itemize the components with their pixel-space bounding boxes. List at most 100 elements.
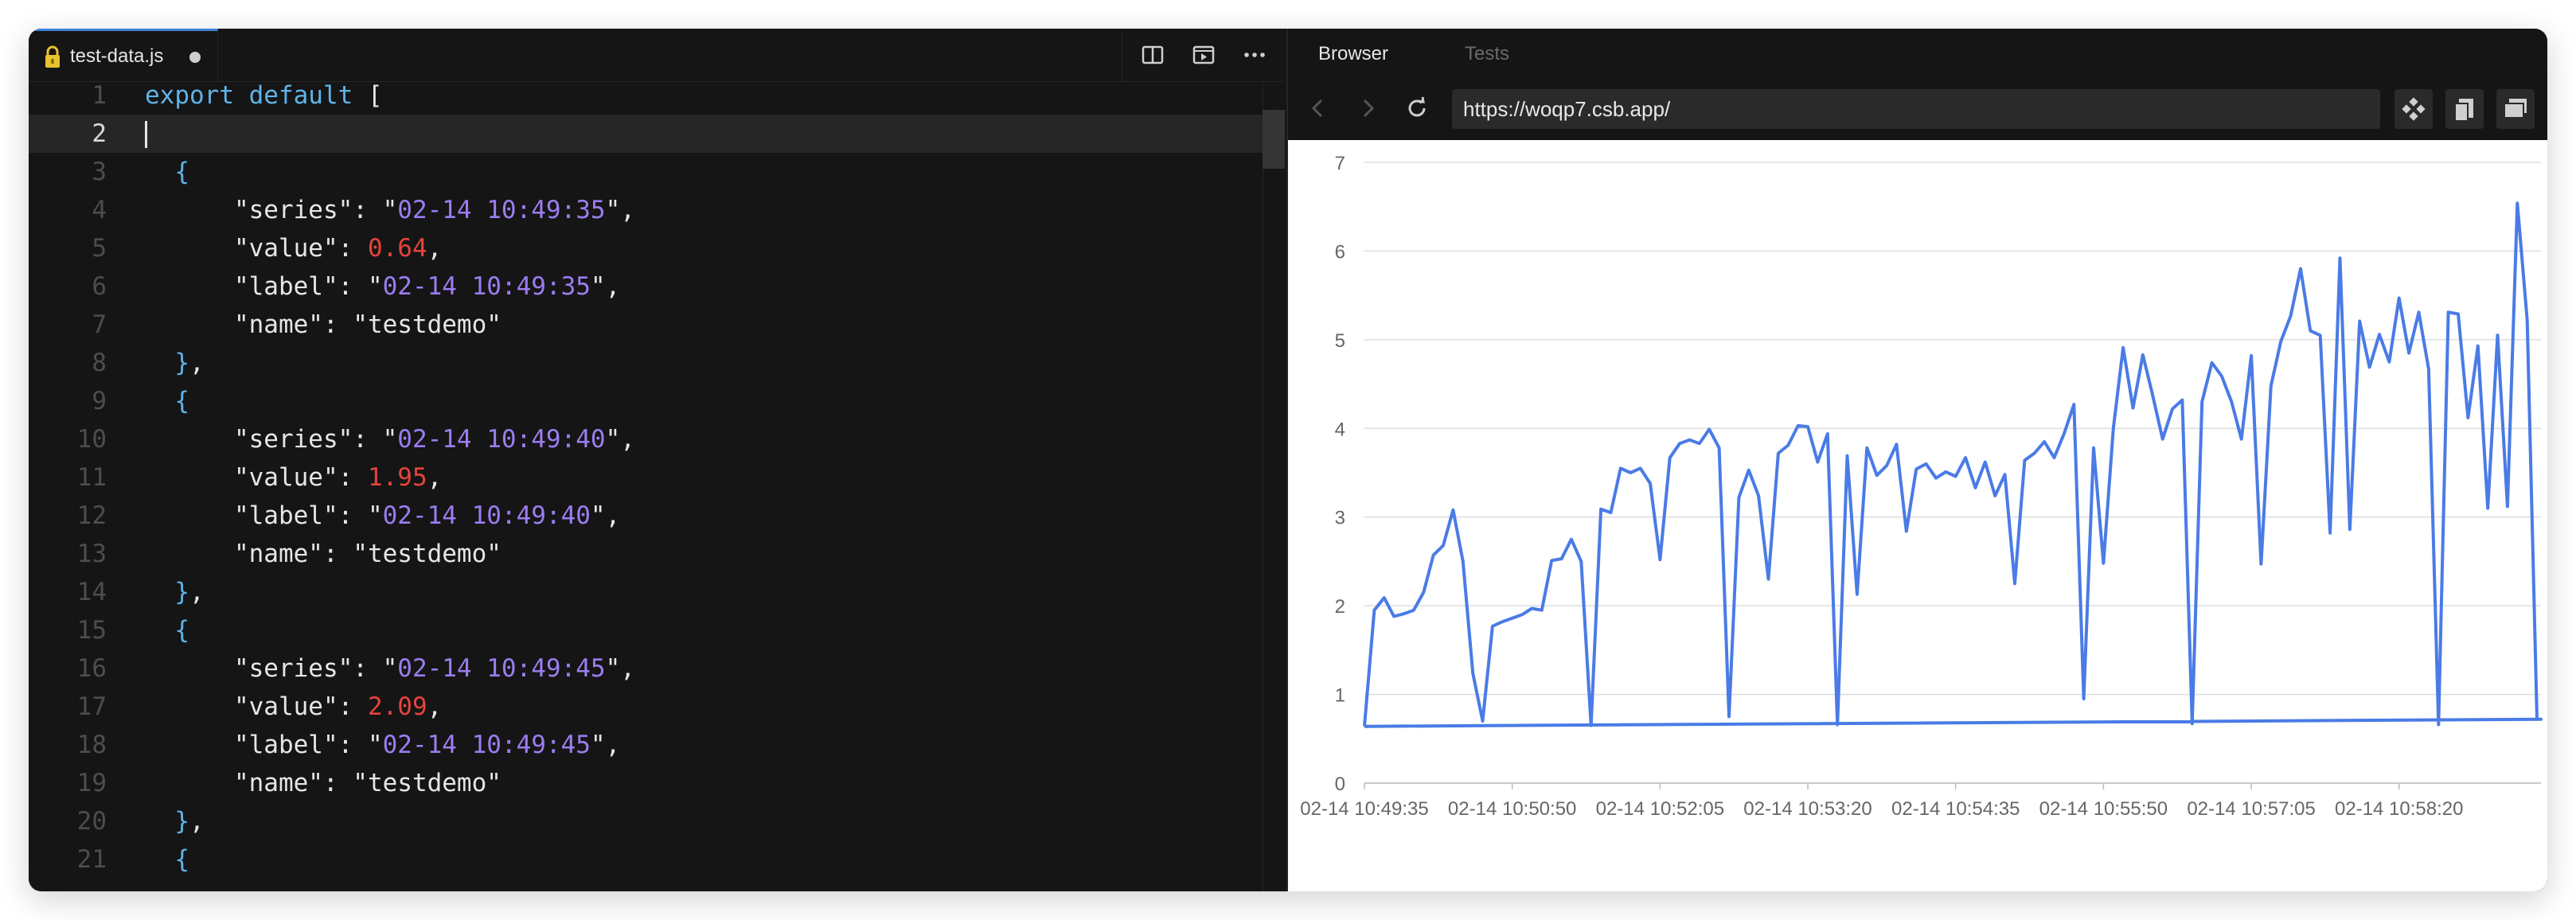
code-text: export default [ bbox=[145, 81, 383, 115]
code-line[interactable]: 15 { bbox=[29, 611, 1267, 649]
code-line[interactable]: 2 bbox=[29, 115, 1267, 153]
code-line[interactable]: 12 "label": "02-14 10:49:40", bbox=[29, 497, 1267, 535]
y-tick-label: 0 bbox=[1335, 774, 1345, 795]
y-tick-label: 2 bbox=[1335, 596, 1345, 618]
line-number: 7 bbox=[92, 310, 107, 339]
line-number: 20 bbox=[76, 807, 107, 836]
code-token: "series": " bbox=[145, 654, 398, 683]
code-token bbox=[145, 616, 174, 645]
code-line[interactable]: 6 "label": "02-14 10:49:35", bbox=[29, 267, 1267, 306]
editor-actions bbox=[1122, 29, 1285, 81]
code-text: "label": "02-14 10:49:35", bbox=[145, 267, 620, 306]
line-number: 12 bbox=[76, 501, 107, 530]
editor-tab-bar: test-data.js bbox=[29, 29, 1285, 82]
unsaved-dot-icon[interactable] bbox=[189, 52, 201, 63]
browser-viewport[interactable]: 0 1 2 3 4 5 6 7 02-14 10:49:35 02-14 10:50:50 02-1… bbox=[1288, 140, 2547, 891]
code-token: , bbox=[189, 578, 205, 606]
code-text: "label": "02-14 10:49:40", bbox=[145, 497, 620, 535]
code-line[interactable]: 3 { bbox=[29, 153, 1267, 191]
code-token: } bbox=[174, 349, 189, 377]
code-token: { bbox=[174, 387, 189, 415]
code-text: "value": 2.09, bbox=[145, 688, 442, 726]
code-line[interactable]: 18 "label": "02-14 10:49:45", bbox=[29, 726, 1267, 764]
code-token: , bbox=[189, 807, 205, 836]
line-number: 5 bbox=[92, 234, 107, 263]
more-actions-icon[interactable] bbox=[1243, 45, 1266, 65]
code-line[interactable]: 19 "name": "testdemo" bbox=[29, 764, 1267, 802]
y-tick-label: 6 bbox=[1335, 241, 1345, 263]
file-tab[interactable]: test-data.js bbox=[29, 29, 218, 81]
tab-tests[interactable]: Tests bbox=[1465, 43, 1510, 64]
code-text: { bbox=[145, 611, 189, 649]
code-token: "name": "testdemo" bbox=[145, 769, 502, 797]
open-window-icon[interactable] bbox=[2496, 89, 2535, 129]
code-text: "series": "02-14 10:49:35", bbox=[145, 191, 635, 229]
x-tick-label: 02-14 10:52:05 bbox=[1596, 798, 1724, 820]
tab-browser[interactable]: Browser bbox=[1318, 43, 1389, 64]
scrollbar-track[interactable] bbox=[1263, 81, 1285, 891]
code-token bbox=[145, 158, 174, 186]
code-token: , bbox=[427, 692, 443, 721]
code-line[interactable]: 17 "value": 2.09, bbox=[29, 688, 1267, 726]
code-text: "name": "testdemo" bbox=[145, 535, 502, 573]
code-token: "label": " bbox=[145, 731, 383, 759]
code-line[interactable]: 5 "value": 0.64, bbox=[29, 229, 1267, 267]
code-token bbox=[145, 845, 174, 874]
code-line[interactable]: 9 { bbox=[29, 382, 1267, 420]
code-line[interactable]: 8 }, bbox=[29, 344, 1267, 382]
code-token: "label": " bbox=[145, 501, 383, 530]
code-line[interactable]: 20 }, bbox=[29, 802, 1267, 840]
code-text: { bbox=[145, 382, 189, 420]
code-token: , bbox=[189, 349, 205, 377]
code-line[interactable]: 7 "name": "testdemo" bbox=[29, 306, 1267, 344]
line-number: 9 bbox=[92, 387, 107, 415]
forward-icon[interactable] bbox=[1353, 94, 1382, 123]
code-line[interactable]: 10 "series": "02-14 10:49:40", bbox=[29, 420, 1267, 458]
scrollbar-thumb[interactable] bbox=[1263, 110, 1285, 169]
line-number: 18 bbox=[76, 731, 107, 759]
code-token: "value": bbox=[145, 234, 368, 263]
line-number: 16 bbox=[76, 654, 107, 683]
code-line[interactable]: 4 "series": "02-14 10:49:35", bbox=[29, 191, 1267, 229]
code-token bbox=[145, 349, 174, 377]
copy-icon[interactable] bbox=[2445, 89, 2484, 129]
code-text: { bbox=[145, 153, 189, 191]
code-text: "label": "02-14 10:49:45", bbox=[145, 726, 620, 764]
code-text: }, bbox=[145, 344, 205, 382]
line-number: 3 bbox=[92, 158, 107, 186]
code-line[interactable]: 11 "value": 1.95, bbox=[29, 458, 1267, 497]
line-number: 21 bbox=[76, 845, 107, 874]
move-icon[interactable] bbox=[2395, 89, 2433, 129]
browser-nav-bar: https://woqp7.csb.app/ bbox=[1288, 81, 2547, 135]
line-number: 6 bbox=[92, 272, 107, 301]
reload-icon[interactable] bbox=[1403, 94, 1431, 123]
code-line[interactable]: 1 export default [ bbox=[29, 81, 1267, 115]
code-text: "value": 1.95, bbox=[145, 458, 442, 497]
address-bar[interactable]: https://woqp7.csb.app/ bbox=[1452, 89, 2380, 129]
code-line[interactable]: 21 { bbox=[29, 840, 1267, 879]
line-number: 2 bbox=[92, 119, 107, 148]
split-editor-icon[interactable] bbox=[1142, 45, 1164, 65]
code-token bbox=[145, 807, 174, 836]
code-token: ", bbox=[605, 654, 635, 683]
line-number: 14 bbox=[76, 578, 107, 606]
code-token: 02-14 10:49:45 bbox=[397, 654, 606, 683]
code-token: 02-14 10:49:45 bbox=[382, 731, 591, 759]
code-token: ", bbox=[605, 425, 635, 454]
code-editor: test-data.js 1 export default [ 2 3 {4 "ser… bbox=[29, 29, 1285, 891]
code-token: 02-14 10:49:35 bbox=[382, 272, 591, 301]
line-number: 10 bbox=[76, 425, 107, 454]
code-line[interactable]: 14 }, bbox=[29, 573, 1267, 611]
code-area[interactable]: 1 export default [ 2 3 {4 "series": "02-14 … bbox=[29, 81, 1285, 891]
back-icon[interactable] bbox=[1304, 94, 1333, 123]
code-line[interactable]: 16 "series": "02-14 10:49:45", bbox=[29, 649, 1267, 688]
code-line[interactable]: 13 "name": "testdemo" bbox=[29, 535, 1267, 573]
x-tick-label: 02-14 10:55:50 bbox=[2039, 798, 2168, 820]
code-token: "series": " bbox=[145, 196, 398, 224]
code-text: "series": "02-14 10:49:40", bbox=[145, 420, 635, 458]
code-token: 1.95 bbox=[367, 463, 427, 492]
code-token: ", bbox=[605, 196, 635, 224]
x-tick-label: 02-14 10:57:05 bbox=[2187, 798, 2315, 820]
preview-icon[interactable] bbox=[1192, 45, 1215, 65]
x-tick-label: 02-14 10:58:20 bbox=[2335, 798, 2463, 820]
